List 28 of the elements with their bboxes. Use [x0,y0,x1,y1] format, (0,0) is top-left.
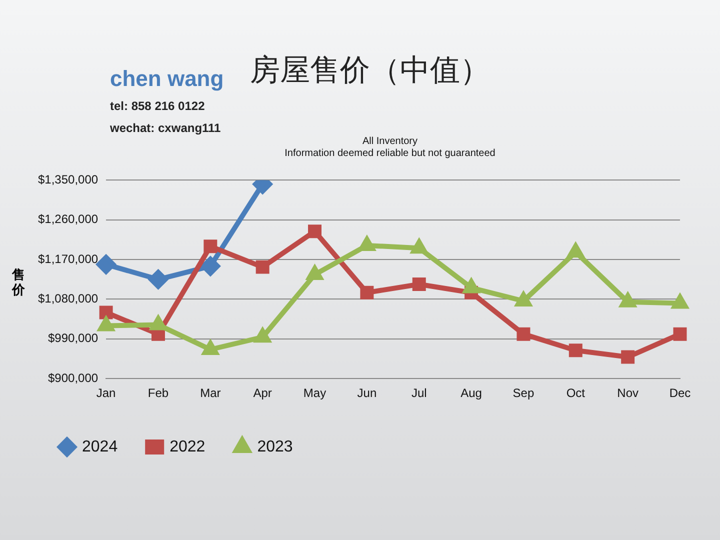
x-tick-label: Dec [669,386,691,400]
text: tel: 858 216 0122 [110,99,205,113]
x-tick-label: Apr [253,386,272,400]
text: Information deemed reliable but not guaranteed [284,148,496,160]
x-tick-label: Jan [96,386,116,400]
y-axis-title: 售价 [12,268,26,298]
x-tick-label: Feb [148,386,169,400]
legend-label: 2024 [82,438,118,456]
x-tick-label: Jul [411,386,427,400]
x-tick-label: Jun [357,386,377,400]
x-tick-label: Oct [566,386,586,400]
x-tick-label: Aug [460,386,482,400]
y-tick-label: $900,000 [48,370,98,385]
legend-label: 2022 [170,438,206,456]
legend-label: 2023 [257,438,293,456]
text: chen wang [110,66,224,92]
x-tick-label: Mar [200,386,221,400]
chart-title: 房屋售价（中值） [249,52,491,90]
x-tick-label: Nov [617,386,638,400]
y-tick-label: $1,170,000 [38,252,98,266]
y-tick-label: $990,000 [48,331,98,346]
text: wechat: cxwang111 [110,121,221,135]
y-tick-label: $1,260,000 [38,212,98,226]
x-tick-label: Sep [512,386,534,400]
y-tick-label: $1,080,000 [38,292,98,306]
x-tick-label: May [303,386,326,400]
text: All Inventory [361,136,419,148]
y-tick-label: $1,350,000 [38,172,98,187]
